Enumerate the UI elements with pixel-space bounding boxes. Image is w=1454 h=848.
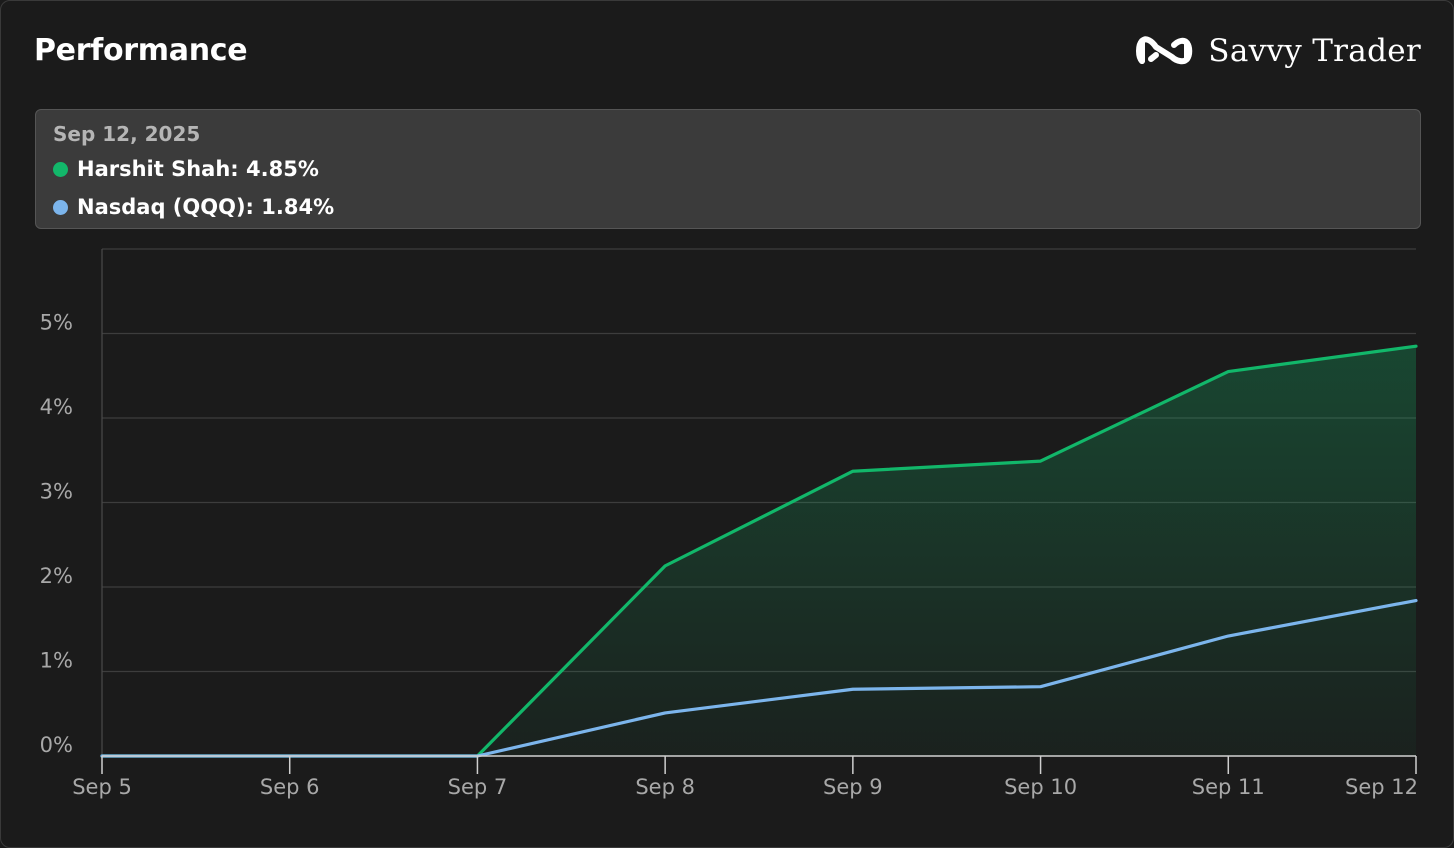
y-tick-label: 4%: [40, 395, 73, 419]
tooltip-row-label: Nasdaq (QQQ): 1.84%: [77, 195, 335, 219]
x-tick-label: Sep 10: [1004, 775, 1077, 799]
x-tick-label: Sep 11: [1192, 775, 1265, 799]
tooltip-row-nasdaq-qqq: Nasdaq (QQQ): 1.84%: [53, 195, 334, 219]
brand: Savvy Trader: [1134, 31, 1421, 71]
tooltip-date: Sep 12, 2025: [53, 122, 201, 146]
y-tick-label: 3%: [40, 480, 73, 504]
y-tick-label: 2%: [40, 564, 73, 588]
x-tick-label: Sep 5: [72, 775, 132, 799]
series-area-0: [102, 346, 1416, 756]
savvy-trader-logo-icon: [1136, 36, 1193, 65]
y-tick-label: 1%: [40, 649, 73, 673]
x-tick-label: Sep 7: [448, 775, 508, 799]
x-tick-label: Sep 6: [260, 775, 320, 799]
legend-dot-icon: [53, 199, 68, 215]
tooltip-row-label: Harshit Shah: 4.85%: [77, 157, 319, 181]
x-tick-label: Sep 8: [635, 775, 695, 799]
tooltip-row-harshit-shah: Harshit Shah: 4.85%: [53, 157, 319, 181]
brand-name: Savvy Trader: [1208, 33, 1421, 69]
y-tick-label: 5%: [40, 311, 73, 335]
chart-tooltip: Sep 12, 2025 Harshit Shah: 4.85% Nasdaq …: [35, 109, 1421, 229]
y-tick-label: 0%: [40, 733, 73, 757]
legend-dot-icon: [53, 161, 68, 177]
page-title: Performance: [34, 33, 248, 68]
x-tick-label: Sep 12: [1345, 775, 1418, 799]
x-tick-label: Sep 9: [823, 775, 883, 799]
